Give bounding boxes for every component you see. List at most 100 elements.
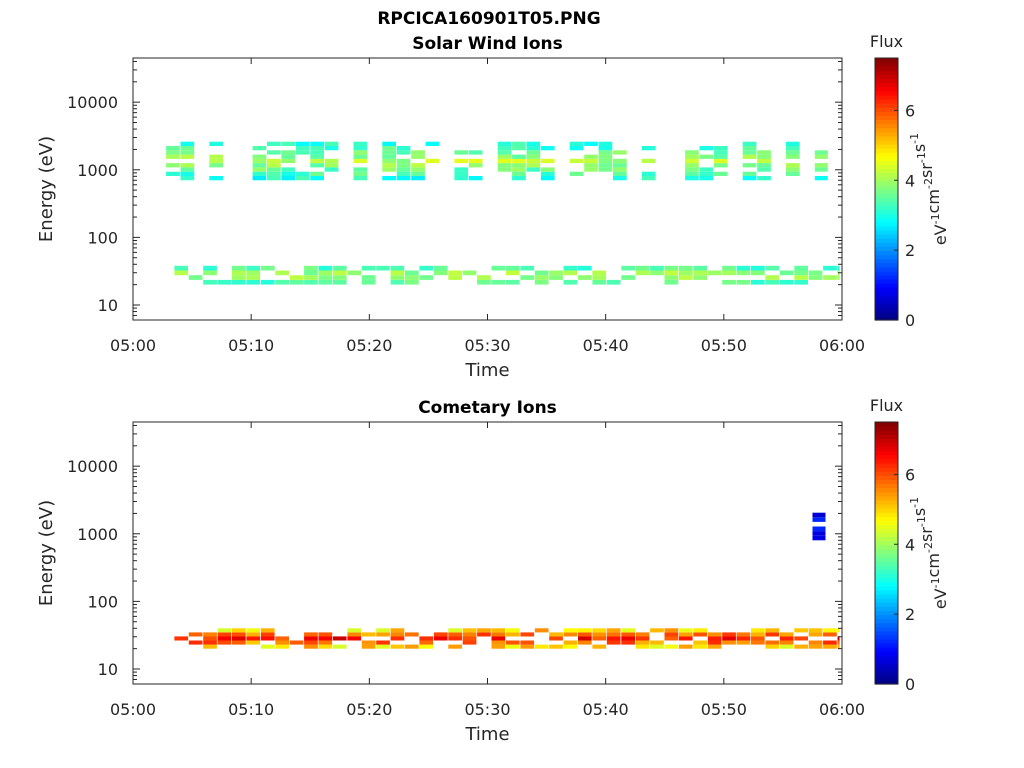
x-tick-label: 05:20 [346, 700, 392, 719]
colorbar-segment [875, 295, 898, 301]
heatmap-cell [454, 167, 469, 172]
colorbar-segment [875, 598, 898, 603]
heatmap-cell [549, 644, 563, 649]
heatmap-cell [736, 632, 751, 637]
heatmap-cell [267, 167, 281, 172]
heatmap-cell [166, 154, 180, 159]
heatmap-cell [635, 640, 650, 645]
heatmap-cell [405, 644, 419, 649]
heatmap-cell [246, 628, 261, 633]
heatmap-cell [497, 167, 512, 172]
colorbar-segment [875, 610, 898, 615]
heatmap-cell [166, 163, 180, 168]
colorbar-units-label: eV-1cm-2sr-1s-1 [908, 133, 950, 245]
heatmap-cell [779, 636, 794, 641]
heatmap-cell [606, 628, 621, 633]
heatmap-cell [468, 163, 483, 168]
heatmap-cell [304, 275, 318, 280]
heatmap-cell [757, 163, 771, 168]
heatmap-cell [353, 171, 368, 176]
heatmap-cell [613, 163, 627, 168]
heatmap-cell [635, 632, 650, 637]
heatmap-cell [613, 167, 627, 172]
colorbar-segment [875, 659, 898, 665]
heatmap-cell [462, 628, 477, 633]
y-tick-label: 1000 [77, 525, 118, 544]
heatmap-cell [742, 176, 757, 181]
heatmap-cell [217, 636, 232, 641]
heatmap-cell [786, 146, 800, 151]
heatmap-cell [650, 640, 664, 645]
heatmap-cell [295, 146, 310, 151]
colorbar-segment [875, 139, 898, 145]
heatmap-cell [396, 158, 411, 164]
heatmap-cell [468, 158, 483, 164]
heatmap-cell [512, 176, 526, 181]
heatmap-cell [310, 171, 324, 176]
colorbar-segment [875, 643, 898, 648]
colorbar-segment [875, 217, 898, 223]
heatmap-cell [252, 176, 267, 181]
heatmap-cell [699, 167, 714, 172]
heatmap-cell [757, 167, 771, 172]
heatmap-cell [722, 270, 736, 276]
x-tick-label: 05:20 [346, 336, 392, 355]
heatmap-cell [390, 275, 405, 280]
heatmap-cell [324, 158, 339, 164]
heatmap-cell [505, 270, 520, 276]
heatmap-cell [812, 526, 826, 532]
heatmap-cell [751, 636, 765, 641]
heatmap-cell [512, 154, 526, 159]
heatmap-cell [318, 275, 333, 280]
heatmap-cell [246, 270, 261, 276]
heatmap-cell [722, 632, 736, 637]
colorbar-segment [875, 626, 898, 632]
heatmap-cell [203, 636, 217, 641]
colorbar-segment [875, 123, 898, 129]
colorbar-tick-label: 6 [905, 101, 915, 120]
colorbar-segment [875, 279, 898, 284]
heatmap-cell [685, 176, 699, 181]
heatmap-cell [304, 279, 318, 285]
heatmap-cell [376, 265, 390, 271]
heatmap-cell [281, 141, 296, 146]
x-tick-label: 05:40 [583, 336, 629, 355]
heatmap-cell [166, 171, 180, 176]
heatmap-cell [598, 158, 613, 164]
heatmap-cell [713, 154, 728, 159]
heatmap-cell [578, 632, 592, 637]
heatmap-cell [505, 279, 520, 285]
heatmap-cell [584, 154, 598, 159]
heatmap-cell [304, 644, 318, 649]
colorbar-segment [875, 168, 898, 174]
colorbar-segment [875, 311, 898, 317]
heatmap-cell [267, 141, 281, 146]
heatmap-cell [736, 279, 751, 285]
colorbar-segment [875, 266, 898, 272]
heatmap-cell [454, 171, 469, 176]
heatmap-cell [318, 636, 333, 641]
colorbar-segment [875, 422, 898, 427]
x-tick-label: 05:30 [464, 700, 510, 719]
colorbar-segment [875, 647, 898, 652]
y-tick-label: 1000 [77, 161, 118, 180]
heatmap-cell [425, 141, 440, 146]
heatmap-cell [275, 636, 289, 641]
heatmap-cell [252, 167, 267, 172]
colorbar-segment [875, 307, 898, 313]
heatmap-cell [742, 154, 757, 159]
heatmap-cell [281, 171, 296, 176]
heatmap-cell [526, 158, 541, 164]
heatmap-cell [713, 158, 728, 164]
colorbar-segment [875, 258, 898, 264]
heatmap-cell [823, 275, 837, 280]
heatmap-cell [520, 640, 535, 645]
colorbar-title: Flux [870, 396, 903, 415]
colorbar-segment [875, 450, 898, 456]
heatmap-cell [462, 632, 477, 637]
colorbar-tick-label: 2 [905, 241, 915, 260]
heatmap-cell [765, 640, 780, 645]
colorbar-segment [875, 197, 898, 202]
heatmap-cell [505, 640, 520, 645]
heatmap-cell [419, 644, 434, 649]
